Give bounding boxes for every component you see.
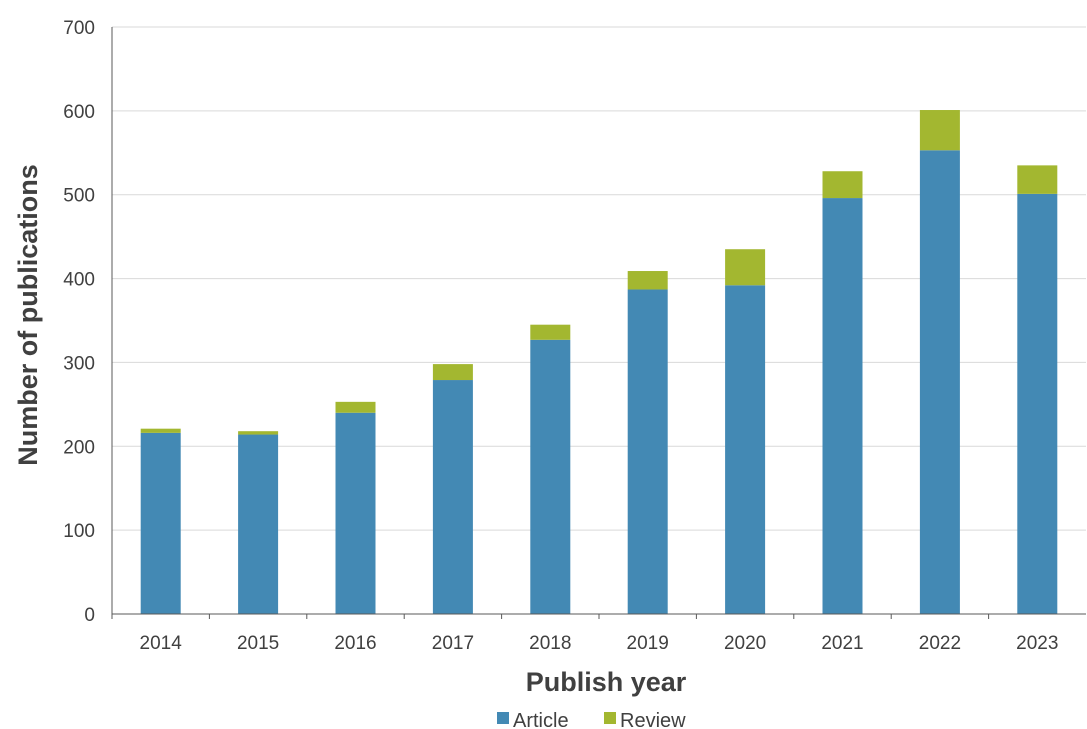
x-tick-label-2021: 2021: [821, 633, 863, 654]
legend-swatch-review: [604, 712, 616, 724]
y-tick-label-200: 200: [63, 437, 95, 458]
x-tick-label-2014: 2014: [140, 633, 183, 654]
bar-review-2020: [725, 249, 765, 285]
bar-article-2019: [628, 289, 668, 614]
bar-article-2020: [725, 285, 765, 614]
bar-review-2021: [823, 171, 863, 198]
bar-article-2018: [530, 340, 570, 614]
bar-review-2023: [1017, 165, 1057, 194]
y-tick-label-400: 400: [63, 270, 95, 291]
y-tick-label-700: 700: [63, 18, 95, 39]
y-tick-label-500: 500: [63, 186, 95, 207]
y-axis-title: Number of publications: [13, 164, 43, 466]
y-tick-label-0: 0: [84, 605, 95, 626]
bar-review-2017: [433, 364, 473, 380]
x-tick-label-2016: 2016: [334, 633, 376, 654]
bar-article-2017: [433, 380, 473, 614]
legend-label-article: Article: [513, 710, 569, 729]
bar-article-2014: [141, 433, 181, 614]
y-tick-label-100: 100: [63, 521, 95, 542]
bar-article-2021: [823, 198, 863, 614]
x-tick-label-2017: 2017: [432, 633, 474, 654]
bar-review-2022: [920, 110, 960, 150]
bar-article-2015: [238, 435, 278, 614]
y-tick-label-600: 600: [63, 102, 95, 123]
x-tick-label-2022: 2022: [919, 633, 961, 654]
x-tick-label-2020: 2020: [724, 633, 766, 654]
bar-review-2016: [336, 402, 376, 413]
bar-article-2022: [920, 150, 960, 614]
legend: Article Review: [497, 710, 686, 729]
x-tick-label-2018: 2018: [529, 633, 571, 654]
bar-review-2018: [530, 325, 570, 340]
x-tick-label-2019: 2019: [627, 633, 669, 654]
bar-review-2014: [141, 429, 181, 433]
y-tick-labels: 0 100 200 300 400 500 600 700: [63, 18, 95, 626]
legend-swatch-article: [497, 712, 509, 724]
bar-article-2023: [1017, 194, 1057, 614]
x-tick-label-2015: 2015: [237, 633, 279, 654]
bar-review-2019: [628, 271, 668, 289]
bar-review-2015: [238, 431, 278, 434]
x-axis-title: Publish year: [526, 667, 687, 697]
y-tick-label-300: 300: [63, 353, 95, 374]
legend-label-review: Review: [620, 710, 686, 729]
x-tick-labels: 2014 2015 2016 2017 2018 2019 2020 2021 2022 2023: [140, 633, 1059, 654]
x-tick-label-2023: 2023: [1016, 633, 1058, 654]
bar-article-2016: [336, 413, 376, 614]
